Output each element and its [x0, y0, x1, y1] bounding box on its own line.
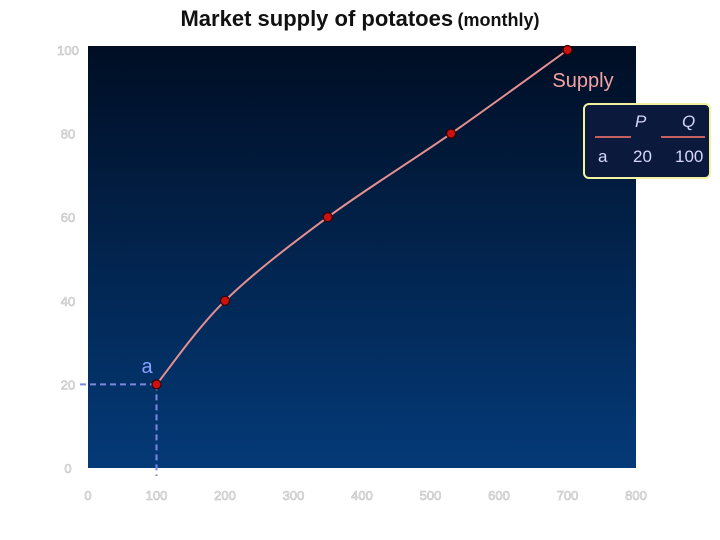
supply-point-4: [562, 44, 573, 56]
table-header-rule-right: [661, 136, 705, 138]
x-tick-label-3: 300: [283, 488, 305, 503]
y-tick-label-1: 20: [61, 377, 75, 392]
table-row-a-label: a: [598, 147, 608, 166]
x-tick-label-8: 800: [625, 488, 647, 503]
supply-point-3: [445, 128, 457, 139]
price-quantity-table: P Q a 20 100: [583, 103, 711, 179]
supply-point-1: [219, 295, 231, 306]
chart-title: Market supply of potatoes (monthly): [0, 6, 720, 32]
table-header-p: P: [635, 112, 647, 131]
supply-point-2: [322, 212, 333, 223]
supply-markers: [151, 44, 573, 390]
chart-title-sub: (monthly): [457, 10, 540, 30]
y-tick-label-2: 40: [61, 294, 75, 309]
x-tick-label-2: 200: [214, 488, 236, 503]
x-tick-label-5: 500: [420, 488, 442, 503]
x-tick-label-0: 0: [84, 488, 91, 503]
plot-area: [88, 46, 636, 468]
chart-title-main: Market supply of potatoes: [180, 6, 454, 31]
table-header-rule-left: [595, 136, 631, 138]
table-row-a-quantity: 100: [675, 147, 704, 166]
x-axis-labels: 0 100 200 300 400 500 600 700 800: [84, 488, 647, 504]
x-tick-label-6: 600: [488, 488, 510, 503]
point-a-label: a: [141, 356, 153, 378]
table-row-a-price: 20: [633, 147, 652, 166]
y-tick-label-3: 60: [61, 210, 75, 225]
y-tick-label-4: 80: [61, 127, 75, 142]
y-axis-labels: 0 20 40 60 80 100: [57, 43, 79, 477]
x-tick-label-1: 100: [146, 488, 168, 503]
supply-point-0: [151, 379, 162, 390]
y-tick-label-0: 0: [64, 461, 71, 476]
x-tick-label-4: 400: [351, 488, 373, 503]
supply-label: Supply: [552, 70, 613, 92]
point-a-guides: [80, 383, 158, 476]
y-tick-label-5: 100: [57, 43, 79, 58]
table-header-q: Q: [682, 112, 696, 131]
x-tick-label-7: 700: [557, 488, 579, 503]
